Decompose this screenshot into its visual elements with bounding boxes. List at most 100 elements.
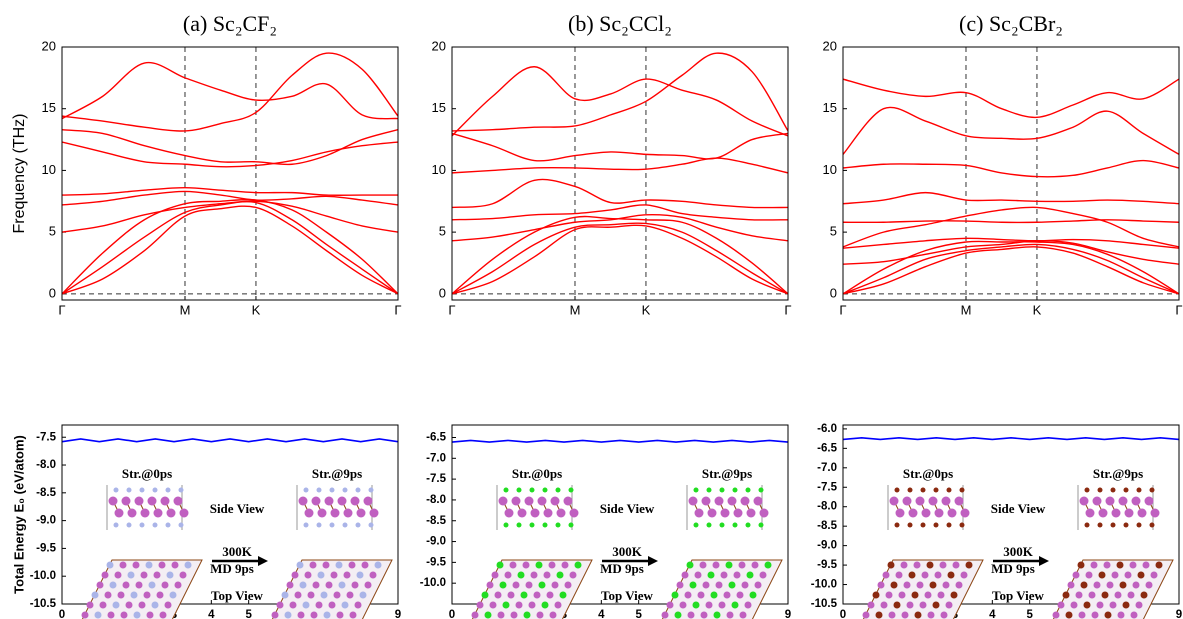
atom: [932, 601, 940, 609]
atom: [81, 611, 89, 619]
atom: [723, 591, 731, 599]
y-tick-label: -7.5: [426, 473, 446, 485]
atom: [915, 496, 925, 506]
y-tick-label: -9.5: [36, 542, 56, 554]
atom: [934, 508, 944, 518]
atom: [1142, 561, 1150, 569]
series-line: [452, 439, 788, 443]
atom: [745, 522, 751, 528]
x-tick-label: Γ: [1175, 302, 1182, 317]
atom: [758, 522, 764, 528]
atom: [733, 508, 743, 518]
atom: [303, 522, 309, 528]
atom: [726, 611, 734, 619]
plot-frame: [451, 424, 789, 605]
cell: [862, 559, 984, 619]
atom: [368, 522, 374, 528]
atom: [745, 487, 751, 493]
atom: [1078, 611, 1086, 619]
atom: [692, 601, 700, 609]
atom: [113, 522, 119, 528]
annotation: Side View: [210, 501, 265, 516]
series-line: [62, 205, 398, 295]
atom: [152, 487, 158, 493]
y-tick-label: -7.0: [817, 462, 837, 474]
atom: [146, 611, 154, 619]
atom: [121, 496, 131, 506]
atom: [1111, 571, 1119, 579]
atom: [151, 601, 159, 609]
atom: [907, 522, 913, 528]
x-tick-label: 9: [785, 609, 791, 619]
atom: [945, 601, 953, 609]
atom: [1072, 571, 1080, 579]
series-line: [452, 215, 788, 295]
atom: [1137, 508, 1147, 518]
atom: [903, 581, 911, 589]
atom: [1077, 561, 1085, 569]
atom: [179, 508, 189, 518]
plot-frame: [61, 424, 399, 605]
atom: [114, 571, 122, 579]
atom: [517, 571, 525, 579]
atom: [1114, 591, 1122, 599]
y-tick-label: -9.0: [36, 515, 56, 527]
annotation: Str.@9ps: [702, 466, 752, 481]
atom: [1103, 561, 1111, 569]
atom: [924, 591, 932, 599]
atom: [281, 591, 289, 599]
x-tick-label: K: [252, 302, 261, 317]
atom: [536, 611, 544, 619]
atom: [921, 508, 931, 518]
series-line: [452, 224, 788, 295]
atom: [1098, 508, 1108, 518]
atom: [1080, 581, 1088, 589]
y-tick-label: -10.0: [30, 570, 56, 582]
atom: [134, 496, 144, 506]
atom: [471, 611, 479, 619]
atom: [1117, 611, 1125, 619]
atom: [719, 522, 725, 528]
atom: [702, 581, 710, 589]
atom: [299, 581, 307, 589]
series-line: [62, 128, 398, 166]
atom: [1084, 522, 1090, 528]
atom: [1075, 591, 1083, 599]
atom: [933, 487, 939, 493]
atom: [522, 561, 530, 569]
series-line: [62, 438, 398, 443]
atom: [117, 591, 125, 599]
atom: [369, 571, 377, 579]
atom: [530, 571, 538, 579]
atom: [937, 591, 945, 599]
x-tick-label: 9: [395, 609, 401, 619]
atom: [965, 561, 973, 569]
atom: [546, 591, 554, 599]
atom: [368, 487, 374, 493]
atom: [877, 581, 885, 589]
atom: [108, 496, 118, 506]
atom: [738, 561, 746, 569]
atom: [895, 508, 905, 518]
x-tick-label: Γ: [58, 302, 65, 317]
atom: [699, 561, 707, 569]
x-tick-label: 0: [840, 609, 846, 619]
atom: [661, 611, 669, 619]
atom: [1105, 496, 1115, 506]
atom: [732, 487, 738, 493]
arrow-head: [1039, 556, 1049, 566]
atom: [312, 581, 320, 589]
cell: [271, 559, 393, 619]
atom: [720, 508, 730, 518]
atom: [496, 561, 504, 569]
atom: [133, 611, 141, 619]
atom: [178, 522, 184, 528]
atom: [503, 522, 509, 528]
atom: [926, 561, 934, 569]
atom: [1062, 591, 1070, 599]
atom: [114, 508, 124, 518]
atom: [542, 487, 548, 493]
atom: [294, 591, 302, 599]
atom: [929, 581, 937, 589]
atom: [1124, 571, 1132, 579]
